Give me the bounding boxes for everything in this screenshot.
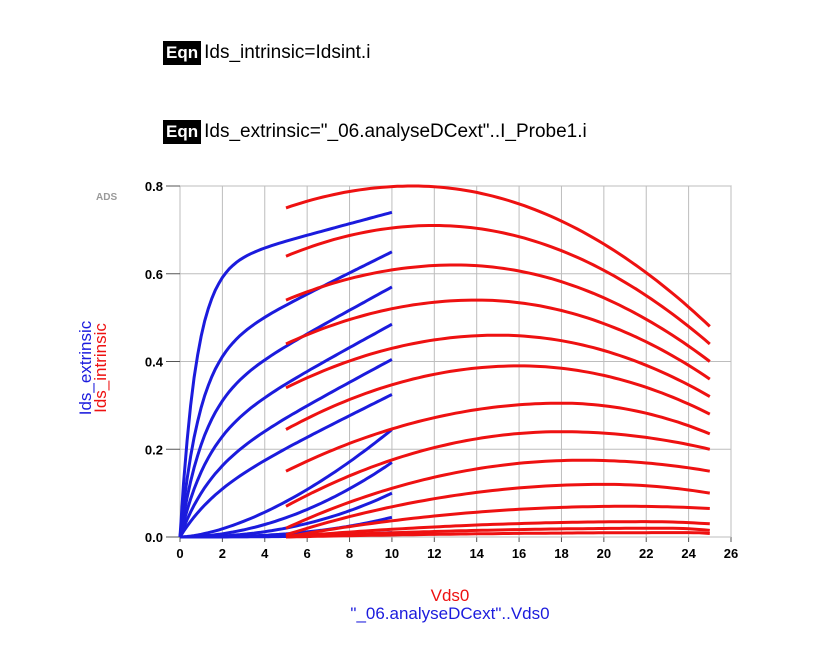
x-tick-label: 16: [512, 546, 526, 561]
series-intrinsic-curve: [285, 298, 711, 381]
series-extrinsic-curve: [178, 322, 393, 538]
ads-logo: ADS: [96, 192, 118, 203]
y-tick-label: 0.2: [145, 442, 163, 457]
equation-1: Eqn Ids_intrinsic=Idsint.i: [163, 41, 370, 65]
x-tick-label: 6: [304, 546, 311, 561]
series-extrinsic-curve: [178, 393, 393, 538]
equation-text: Ids_intrinsic=Idsint.i: [204, 42, 371, 63]
series-intrinsic-curve: [285, 531, 710, 539]
x-tick-label: 20: [597, 546, 611, 561]
series-intrinsic-curve: [285, 401, 711, 473]
series-intrinsic-curve: [285, 458, 711, 530]
x-tick-label: 4: [261, 546, 269, 561]
y-axis-label-intrinsic: Ids_intrinsic: [90, 323, 110, 413]
x-axis-label-intrinsic: Vds0: [430, 586, 470, 605]
x-tick-label: 18: [554, 546, 568, 561]
series-intrinsic-curve: [285, 184, 711, 328]
series-extrinsic-curve: [180, 461, 393, 539]
series-intrinsic-curve: [285, 224, 711, 346]
x-tick-label: 22: [639, 546, 653, 561]
y-tick-label: 0.4: [145, 355, 164, 370]
series-intrinsic-curve: [285, 520, 710, 539]
x-tick-label: 8: [346, 546, 353, 561]
series-extrinsic-curve: [178, 285, 393, 538]
series-extrinsic-curve: [179, 428, 393, 539]
equation-2: Eqn Ids_extrinsic="_06.analyseDCext"..I_…: [163, 120, 587, 144]
series-extrinsic-curve: [178, 250, 393, 538]
x-tick-label: 0: [176, 546, 183, 561]
x-axis-label-extrinsic: "_06.analyseDCext"..Vds0: [350, 604, 550, 623]
series-intrinsic-curve: [285, 333, 711, 398]
eqn-tag: Eqn: [163, 120, 202, 144]
series-intrinsic-curve: [285, 482, 711, 537]
series-extrinsic-curve: [178, 210, 393, 538]
x-tick-label: 12: [427, 546, 441, 561]
x-tick-label: 14: [469, 546, 484, 561]
series-intrinsic-curve: [285, 364, 711, 431]
equation-text: Ids_extrinsic="_06.analyseDCext"..I_Prob…: [204, 121, 587, 142]
x-tick-label: 24: [681, 546, 696, 561]
eqn-tag: Eqn: [163, 41, 202, 65]
x-tick-label: 2: [219, 546, 226, 561]
y-tick-label: 0.6: [145, 267, 163, 282]
series-extrinsic-curve: [178, 358, 393, 538]
series-intrinsic-curve: [285, 526, 710, 539]
series-intrinsic-curve: [285, 263, 711, 363]
series-intrinsic-curve: [285, 430, 711, 508]
x-tick-label: 26: [724, 546, 738, 561]
y-tick-label: 0.8: [145, 179, 163, 194]
series-intrinsic-curve: [285, 504, 710, 539]
y-tick-label: 0.0: [145, 530, 163, 545]
x-tick-label: 10: [385, 546, 399, 561]
